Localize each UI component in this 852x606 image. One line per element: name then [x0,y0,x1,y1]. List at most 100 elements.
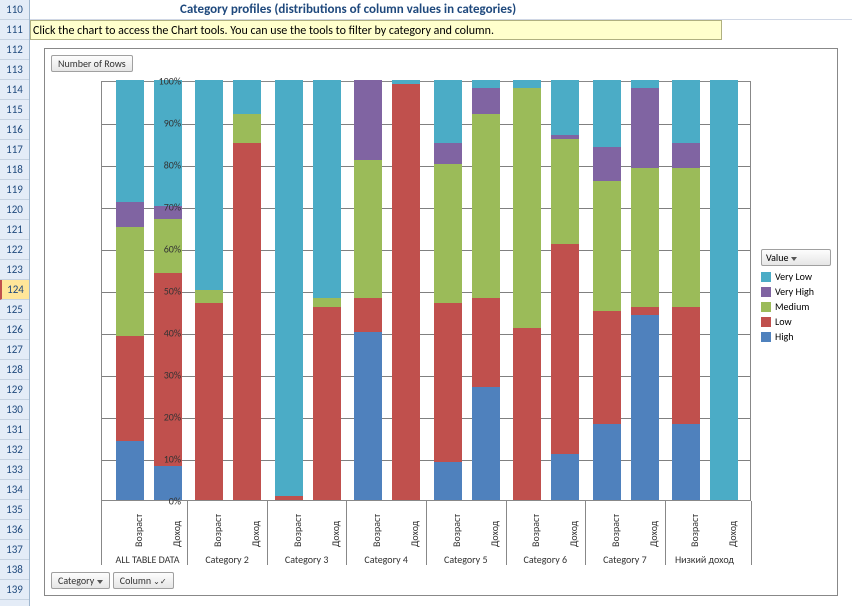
row-header[interactable]: 132 [0,440,29,460]
row-header[interactable]: 120 [0,200,29,220]
stacked-bar[interactable] [631,80,659,500]
bar-segment-verylow [392,80,420,84]
row-header[interactable]: 139 [0,580,29,600]
stacked-bar[interactable] [195,80,223,500]
row-header[interactable]: 119 [0,180,29,200]
bar-segment-high [116,441,144,500]
legend-label: High [775,330,794,343]
bar-segment-veryhigh [434,143,462,164]
bar-segment-low [472,298,500,386]
row-header[interactable]: 121 [0,220,29,240]
x-group-label: ALL TABLE DATA [108,553,188,566]
row-headers: 1101111121131141151161171181191201211221… [0,0,30,606]
bar-segment-high [593,424,621,500]
row-header[interactable]: 133 [0,460,29,480]
row-header[interactable]: 129 [0,380,29,400]
row-header[interactable]: 114 [0,80,29,100]
row-header[interactable]: 135 [0,500,29,520]
row-header[interactable]: 116 [0,120,29,140]
bar-segment-medium [551,139,579,244]
row-header[interactable]: 130 [0,400,29,420]
row-header[interactable]: 113 [0,60,29,80]
stacked-bar[interactable] [551,80,579,500]
y-tick-label: 10% [141,453,181,466]
stacked-bar[interactable] [275,80,303,500]
stacked-bar[interactable] [472,80,500,500]
content-area: Category profiles (distributions of colu… [30,0,852,606]
legend-item[interactable]: Very High [761,285,831,298]
filter-buttons: Category Column⌄✓ [51,572,174,589]
bar-segment-low [434,303,462,463]
legend-item[interactable]: High [761,330,831,343]
x-column-label: Доход [408,521,421,547]
row-header[interactable]: 136 [0,520,29,540]
stacked-bar[interactable] [593,80,621,500]
bar-segment-low [195,303,223,500]
row-header[interactable]: 124 [0,280,29,300]
stacked-bar[interactable] [116,80,144,500]
bar-segment-high [354,332,382,500]
bar-segment-verylow [513,80,541,88]
row-header[interactable]: 112 [0,40,29,60]
plot-area [101,81,751,501]
bar-segment-medium [116,227,144,336]
funnel-icon: ⌄✓ [153,577,166,587]
stacked-bar[interactable] [434,80,462,500]
legend-swatch [761,287,771,297]
bar-segment-verylow [434,80,462,143]
legend-item[interactable]: Low [761,315,831,328]
row-header[interactable]: 125 [0,300,29,320]
stacked-bar[interactable] [313,80,341,500]
bar-segment-high [472,387,500,500]
page-title: Category profiles (distributions of colu… [30,0,852,20]
x-column-label: Доход [329,521,342,547]
chart-container[interactable]: Number of Rows 0%10%20%30%40%50%60%70%80… [44,48,838,596]
row-header[interactable]: 111 [0,20,29,40]
x-column-label: Возраст [450,514,463,547]
row-header[interactable]: 128 [0,360,29,380]
bar-segment-medium [593,181,621,311]
row-header[interactable]: 134 [0,480,29,500]
row-header[interactable]: 126 [0,320,29,340]
row-header[interactable]: 115 [0,100,29,120]
y-tick-label: 20% [141,411,181,424]
x-column-label: Возраст [370,514,383,547]
legend-value-button[interactable]: Value [761,249,831,266]
bar-segment-low [313,307,341,500]
row-header[interactable]: 118 [0,160,29,180]
row-header[interactable]: 131 [0,420,29,440]
bar-segment-medium [672,168,700,307]
bar-segment-low [631,307,659,315]
stacked-bar[interactable] [354,80,382,500]
stacked-bar[interactable] [710,80,738,500]
legend-label: Very Low [775,270,812,283]
bar-segment-verylow [313,80,341,298]
bar-segment-medium [434,164,462,303]
stacked-bar[interactable] [392,80,420,500]
row-header[interactable]: 110 [0,0,29,20]
legend-item[interactable]: Very Low [761,270,831,283]
row-header[interactable]: 127 [0,340,29,360]
row-header[interactable]: 122 [0,240,29,260]
legend: Value Very Low Very High Medium Low High [761,249,831,345]
row-header[interactable]: 117 [0,140,29,160]
y-tick-label: 100% [141,75,181,88]
y-tick-label: 70% [141,201,181,214]
x-group-label: Низкий доход [665,553,745,566]
x-column-label: Доход [170,521,183,547]
bar-segment-veryhigh [354,80,382,160]
numrows-button[interactable]: Number of Rows [51,55,133,72]
legend-item[interactable]: Medium [761,300,831,313]
stacked-bar[interactable] [233,80,261,500]
row-header[interactable]: 137 [0,540,29,560]
stacked-bar[interactable] [513,80,541,500]
category-filter-button[interactable]: Category [51,572,110,589]
bar-segment-low [116,336,144,441]
x-column-label: Возраст [132,514,145,547]
row-header[interactable]: 123 [0,260,29,280]
stacked-bar[interactable] [672,80,700,500]
bar-segment-veryhigh [672,143,700,168]
column-filter-button[interactable]: Column⌄✓ [113,572,174,589]
row-header[interactable]: 138 [0,560,29,580]
y-tick-label: 0% [141,495,181,508]
